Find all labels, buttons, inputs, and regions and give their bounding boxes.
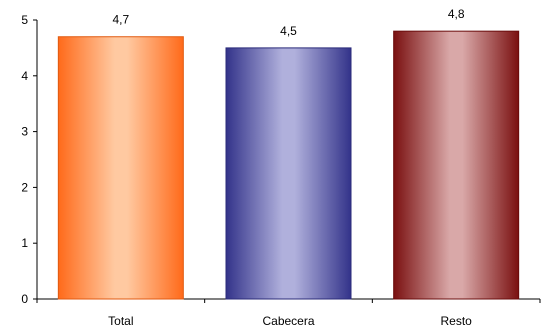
y-tick-label: 4	[21, 69, 28, 83]
y-tick-label: 2	[21, 180, 28, 194]
y-tick-label: 0	[21, 292, 28, 306]
y-axis: 0 1 2 3 4 5	[21, 13, 37, 306]
y-tick-label: 3	[21, 125, 28, 139]
data-label: 4,7	[112, 13, 129, 27]
y-tick-label: 5	[21, 13, 28, 27]
x-axis: Total Cabecera Resto	[37, 299, 540, 327]
bar-total	[58, 37, 183, 299]
y-tick-label: 1	[21, 236, 28, 250]
category-label: Cabecera	[262, 314, 314, 327]
bar-cabecera	[226, 48, 351, 299]
category-label: Total	[108, 314, 133, 327]
data-label: 4,8	[448, 7, 465, 21]
bar-resto	[394, 31, 519, 299]
bars	[58, 31, 518, 299]
data-label: 4,5	[280, 24, 297, 38]
category-label: Resto	[440, 314, 472, 327]
